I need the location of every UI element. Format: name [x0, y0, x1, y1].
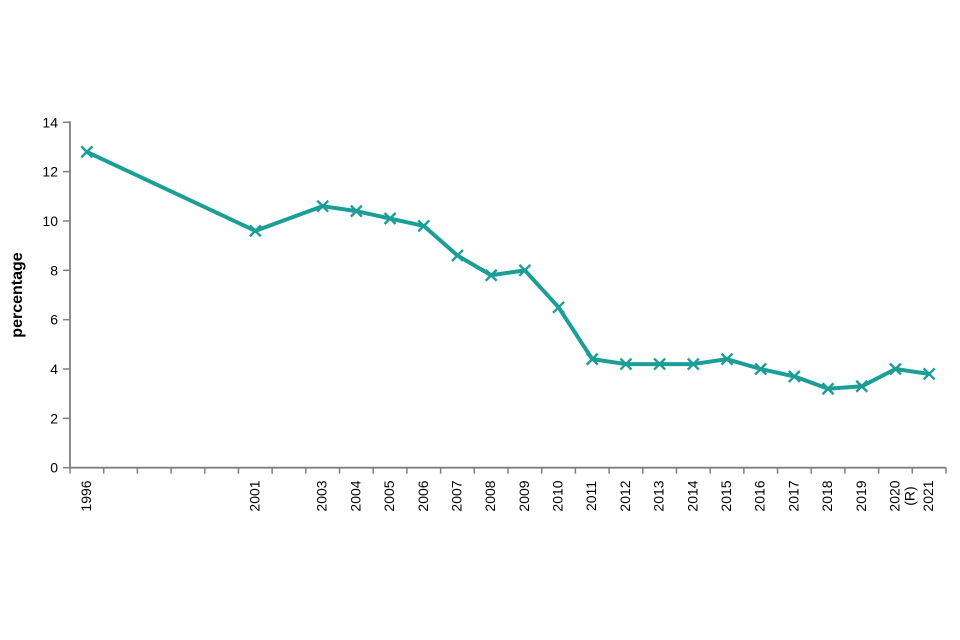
marker-stroke [686, 357, 700, 371]
axes: 0 2 4 6 8 10 12 14 1996 2001 2003 2004 2005 2006 2007 2… [42, 114, 947, 512]
data-point-marker-2020 [889, 362, 902, 376]
y-tick-label: 12 [42, 164, 58, 180]
marker-stroke [383, 212, 397, 225]
x-tick-label: 2017 [785, 480, 801, 511]
x-tick-label: 2011 [583, 481, 599, 511]
marker-stroke [451, 249, 464, 262]
y-axis-title: percentage [9, 252, 26, 337]
marker-stroke [855, 379, 869, 393]
marker-stroke [80, 145, 94, 159]
x-tick-label: 2001 [246, 480, 262, 511]
data-point-marker-2017 [788, 370, 801, 383]
x-tick-label: 2019 [853, 480, 869, 511]
x-tick-label: 2006 [415, 480, 431, 511]
x-tick-label: 2005 [381, 480, 397, 511]
marker-stroke [922, 367, 936, 381]
data-point-marker-2006 [417, 219, 431, 233]
marker-stroke [754, 362, 768, 376]
x-tick-label: 2021 [920, 480, 936, 511]
y-tick-label: 8 [50, 262, 58, 278]
x-tick-label: 2013 [651, 480, 667, 511]
marker-stroke [350, 204, 363, 218]
y-tick-label: 6 [50, 312, 58, 328]
marker-stroke [484, 268, 498, 282]
marker-stroke [619, 357, 633, 371]
data-point-marker-2014 [686, 357, 700, 371]
data-point-marker-2016 [754, 362, 768, 376]
y-tick-label: 10 [42, 213, 58, 229]
marker-stroke [889, 362, 902, 376]
x-tick-label: 2018 [819, 480, 835, 511]
x-tick-label: 2020 [886, 480, 902, 511]
marker-stroke [788, 370, 801, 383]
x-tick-label: 2004 [347, 480, 363, 511]
marker-stroke [653, 357, 666, 371]
x-tick-label: 2009 [516, 480, 532, 511]
data-point-marker-2005 [383, 212, 397, 225]
data-point-marker-2010 [552, 300, 565, 314]
data-point-marker-2007 [451, 249, 464, 262]
data-point-marker-2009 [518, 263, 532, 277]
data-point-marker-2021 [922, 367, 936, 381]
x-tick-label: (R) [901, 486, 917, 505]
data-point-marker-2011 [585, 352, 599, 366]
marker-stroke [316, 199, 330, 213]
data-point-marker-2008 [484, 268, 498, 282]
data-point-marker-2013 [653, 357, 666, 371]
y-tick-label: 14 [42, 114, 58, 130]
marker-stroke [552, 300, 565, 314]
y-tick-label: 2 [50, 410, 58, 426]
x-tick-label: 1996 [78, 480, 94, 511]
marker-stroke [720, 352, 734, 366]
marker-stroke [248, 224, 262, 238]
x-tick-label: 2007 [448, 480, 464, 511]
data-point-marker-2018 [821, 382, 835, 396]
marker-stroke [821, 382, 835, 396]
marker-stroke [518, 263, 532, 277]
x-tick-label: 2014 [684, 480, 700, 511]
x-tick-label: 2010 [550, 480, 566, 511]
x-tick-label: 2012 [617, 480, 633, 511]
x-tick-label: 2016 [752, 480, 768, 511]
data-line [84, 149, 932, 391]
x-tick-label: 2008 [482, 480, 498, 511]
marker-stroke [585, 352, 599, 366]
y-tick-label: 0 [50, 460, 58, 476]
y-tick-label: 4 [50, 361, 58, 377]
data-point-marker-2019 [855, 379, 869, 393]
marker-stroke [417, 219, 431, 233]
data-point-marker-2012 [619, 357, 633, 371]
data-point-marker-1996 [80, 145, 94, 159]
data-point-marker-2003 [316, 199, 330, 213]
x-tick-label: 2003 [314, 480, 330, 511]
data-point-marker-2004 [350, 204, 363, 218]
data-series [80, 145, 936, 396]
data-point-marker-2015 [720, 352, 734, 366]
data-point-marker-2001 [248, 224, 262, 238]
x-tick-label: 2015 [718, 480, 734, 511]
